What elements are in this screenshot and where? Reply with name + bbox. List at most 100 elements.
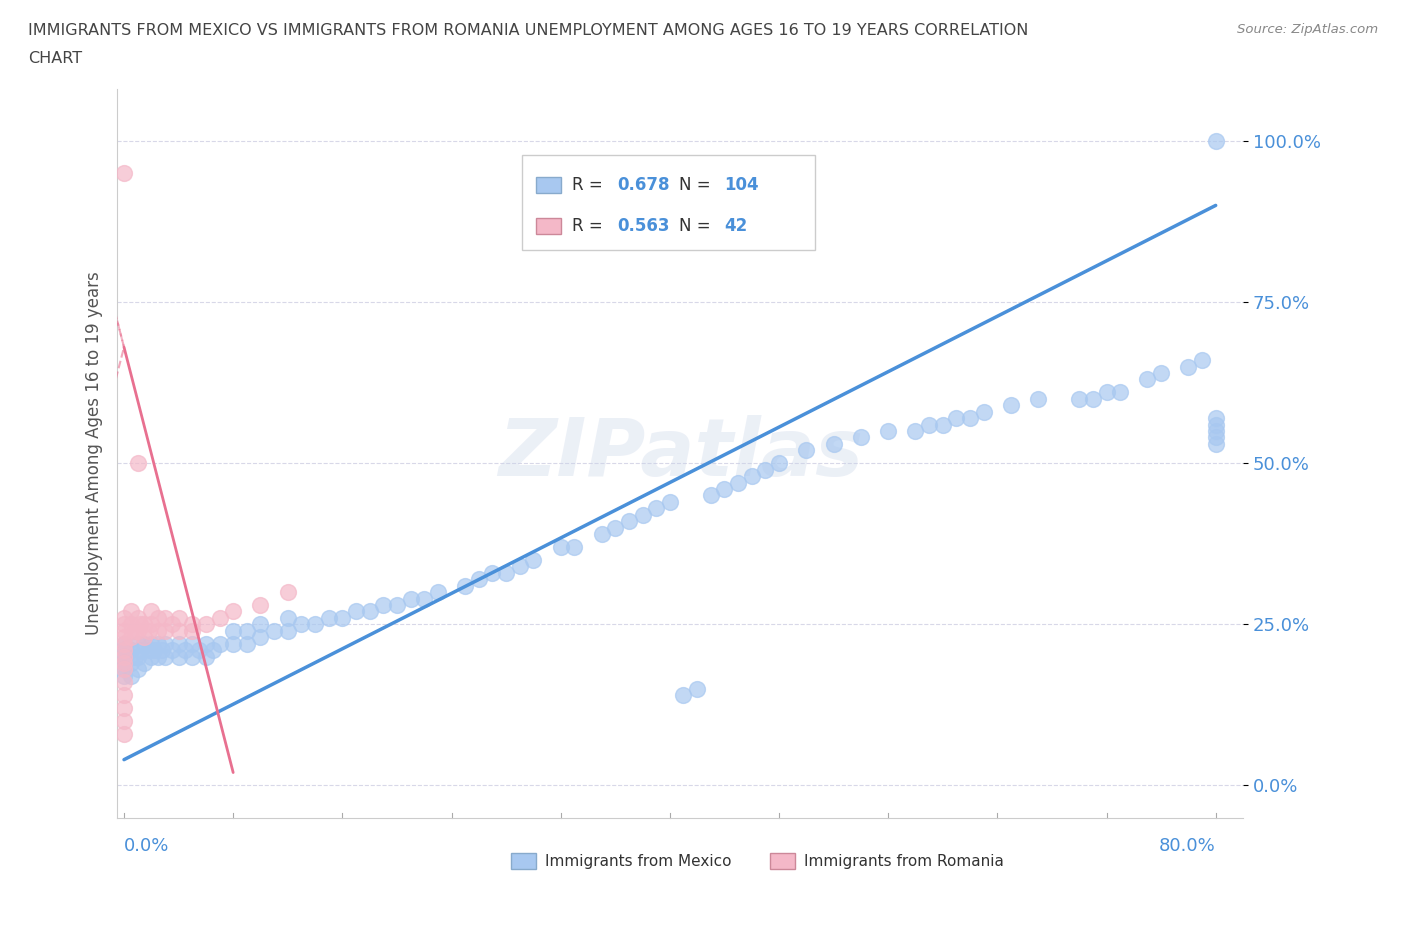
Point	[112, 636, 135, 651]
Point	[194, 649, 217, 664]
Bar	[770, 854, 794, 870]
Point	[277, 585, 299, 600]
Point	[1150, 365, 1173, 380]
Point	[208, 636, 231, 651]
Point	[713, 482, 735, 497]
FancyBboxPatch shape	[523, 155, 815, 249]
Point	[1136, 372, 1159, 387]
Point	[146, 623, 169, 638]
Point	[120, 630, 142, 644]
Point	[194, 636, 217, 651]
Point	[143, 643, 166, 658]
Point	[1069, 392, 1091, 406]
Text: 0.0%: 0.0%	[124, 837, 169, 855]
Point	[112, 610, 135, 625]
Point	[658, 495, 681, 510]
Point	[124, 623, 146, 638]
Point	[153, 610, 176, 625]
Point	[153, 636, 176, 651]
Point	[181, 617, 204, 631]
Point	[188, 643, 211, 658]
Point	[112, 662, 135, 677]
Point	[904, 423, 927, 438]
Point	[236, 636, 259, 651]
Point	[153, 623, 176, 638]
Point	[945, 411, 967, 426]
Point	[141, 604, 163, 618]
Point	[112, 713, 135, 728]
Point	[700, 488, 723, 503]
Point	[1205, 423, 1227, 438]
Point	[112, 662, 135, 677]
Point	[129, 643, 152, 658]
Point	[481, 565, 503, 580]
Point	[134, 636, 156, 651]
Text: CHART: CHART	[28, 51, 82, 66]
Point	[112, 669, 135, 684]
Point	[522, 552, 544, 567]
Point	[174, 643, 197, 658]
Point	[201, 643, 224, 658]
Point	[686, 682, 709, 697]
Point	[1081, 392, 1104, 406]
Point	[631, 507, 654, 522]
Point	[727, 475, 749, 490]
Point	[127, 649, 149, 664]
Point	[112, 649, 135, 664]
Point	[112, 630, 135, 644]
Point	[426, 585, 449, 600]
Point	[112, 649, 135, 664]
Point	[605, 520, 627, 535]
Point	[1205, 430, 1227, 445]
Point	[741, 469, 763, 484]
Point	[181, 649, 204, 664]
Point	[208, 610, 231, 625]
Point	[1109, 385, 1132, 400]
Point	[849, 430, 872, 445]
Point	[160, 617, 183, 631]
Point	[120, 656, 142, 671]
Point	[330, 610, 353, 625]
Point	[127, 456, 149, 471]
Point	[120, 643, 142, 658]
Bar	[536, 178, 561, 193]
Point	[591, 526, 613, 541]
Point	[120, 669, 142, 684]
Point	[112, 623, 135, 638]
Point	[141, 649, 163, 664]
Point	[112, 688, 135, 703]
Bar	[536, 218, 561, 234]
Point	[120, 604, 142, 618]
Point	[645, 501, 668, 516]
Point	[1026, 392, 1049, 406]
Point	[249, 617, 271, 631]
Point	[1095, 385, 1118, 400]
Point	[1000, 398, 1022, 413]
Point	[304, 617, 326, 631]
Point	[359, 604, 381, 618]
Point	[138, 643, 160, 658]
Point	[1205, 417, 1227, 432]
Text: 104: 104	[724, 177, 759, 194]
Point	[959, 411, 981, 426]
Point	[127, 610, 149, 625]
Point	[146, 610, 169, 625]
Point	[134, 617, 156, 631]
Point	[1205, 436, 1227, 451]
Point	[127, 623, 149, 638]
Point	[468, 572, 491, 587]
Point	[141, 636, 163, 651]
Point	[146, 649, 169, 664]
Point	[120, 617, 142, 631]
Point	[150, 643, 173, 658]
Point	[562, 539, 585, 554]
Point	[385, 598, 408, 613]
Point	[318, 610, 340, 625]
Text: ZIPatlas: ZIPatlas	[498, 415, 863, 493]
Point	[249, 630, 271, 644]
Point	[1177, 359, 1199, 374]
Point	[167, 636, 190, 651]
Point	[127, 662, 149, 677]
Point	[277, 623, 299, 638]
Point	[672, 688, 695, 703]
